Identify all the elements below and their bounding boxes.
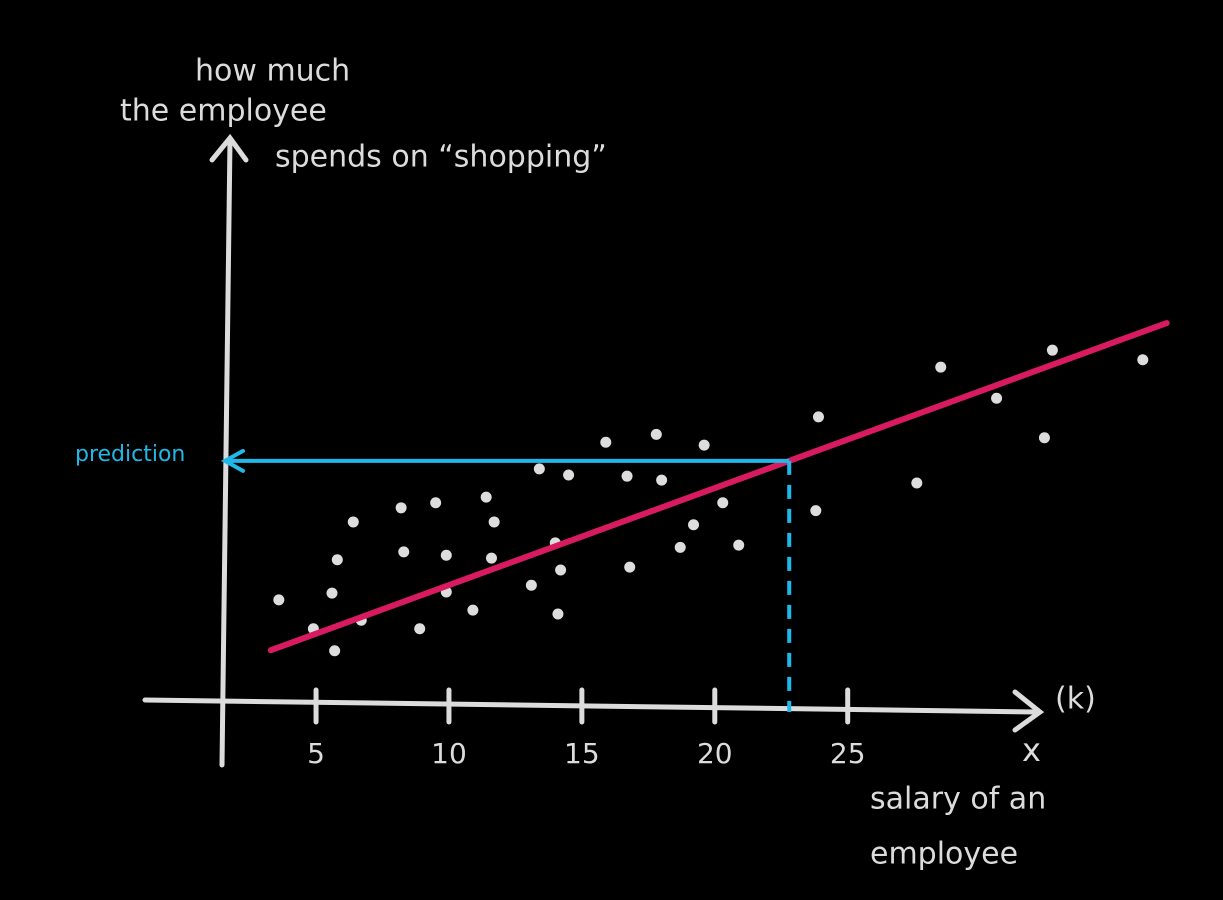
x-tick-label: 10 bbox=[431, 737, 467, 770]
point bbox=[347, 516, 359, 528]
point bbox=[485, 552, 497, 564]
point bbox=[1137, 354, 1149, 366]
point bbox=[650, 428, 662, 440]
point bbox=[1046, 344, 1058, 356]
point bbox=[273, 594, 285, 606]
point bbox=[467, 604, 479, 616]
point bbox=[621, 470, 633, 482]
point bbox=[674, 541, 686, 553]
point bbox=[812, 411, 824, 423]
regression-line bbox=[267, 320, 1170, 654]
x-axis bbox=[142, 697, 1041, 715]
point bbox=[991, 392, 1003, 404]
x-tick-label: 5 bbox=[307, 737, 325, 770]
point bbox=[688, 519, 700, 531]
point bbox=[555, 564, 567, 576]
y-axis-arrow bbox=[209, 133, 249, 163]
point bbox=[810, 505, 822, 517]
y-label: spends on “shopping” bbox=[275, 140, 607, 175]
x-symbol: x bbox=[1022, 731, 1041, 769]
point bbox=[398, 546, 410, 558]
point bbox=[488, 516, 500, 528]
y-label: how much bbox=[195, 54, 350, 89]
point bbox=[656, 474, 668, 486]
x-tick-label: 20 bbox=[697, 737, 733, 770]
point bbox=[935, 361, 947, 373]
x-tick-label: 25 bbox=[830, 737, 866, 770]
x-axis-arrow bbox=[1012, 689, 1045, 733]
point bbox=[430, 497, 442, 509]
point bbox=[600, 436, 612, 448]
x-label: salary of an bbox=[870, 782, 1046, 817]
point bbox=[440, 549, 452, 561]
point bbox=[326, 587, 338, 599]
point bbox=[624, 561, 636, 573]
point bbox=[533, 463, 545, 475]
prediction-arrowhead bbox=[220, 448, 245, 473]
y-axis bbox=[219, 137, 233, 768]
x-tick-label: 15 bbox=[564, 737, 600, 770]
point bbox=[480, 491, 492, 503]
point bbox=[331, 554, 343, 566]
point bbox=[733, 539, 745, 551]
x-unit: (k) bbox=[1055, 682, 1096, 717]
point bbox=[717, 497, 729, 509]
point bbox=[911, 477, 923, 489]
point bbox=[1038, 432, 1050, 444]
point bbox=[552, 608, 564, 620]
point bbox=[329, 645, 341, 657]
y-label: the employee bbox=[120, 94, 327, 129]
point bbox=[698, 439, 710, 451]
prediction-label: prediction bbox=[75, 442, 185, 467]
point bbox=[395, 502, 407, 514]
point bbox=[525, 579, 537, 591]
x-label: employee bbox=[870, 837, 1018, 872]
point bbox=[414, 623, 426, 635]
point bbox=[563, 469, 575, 481]
